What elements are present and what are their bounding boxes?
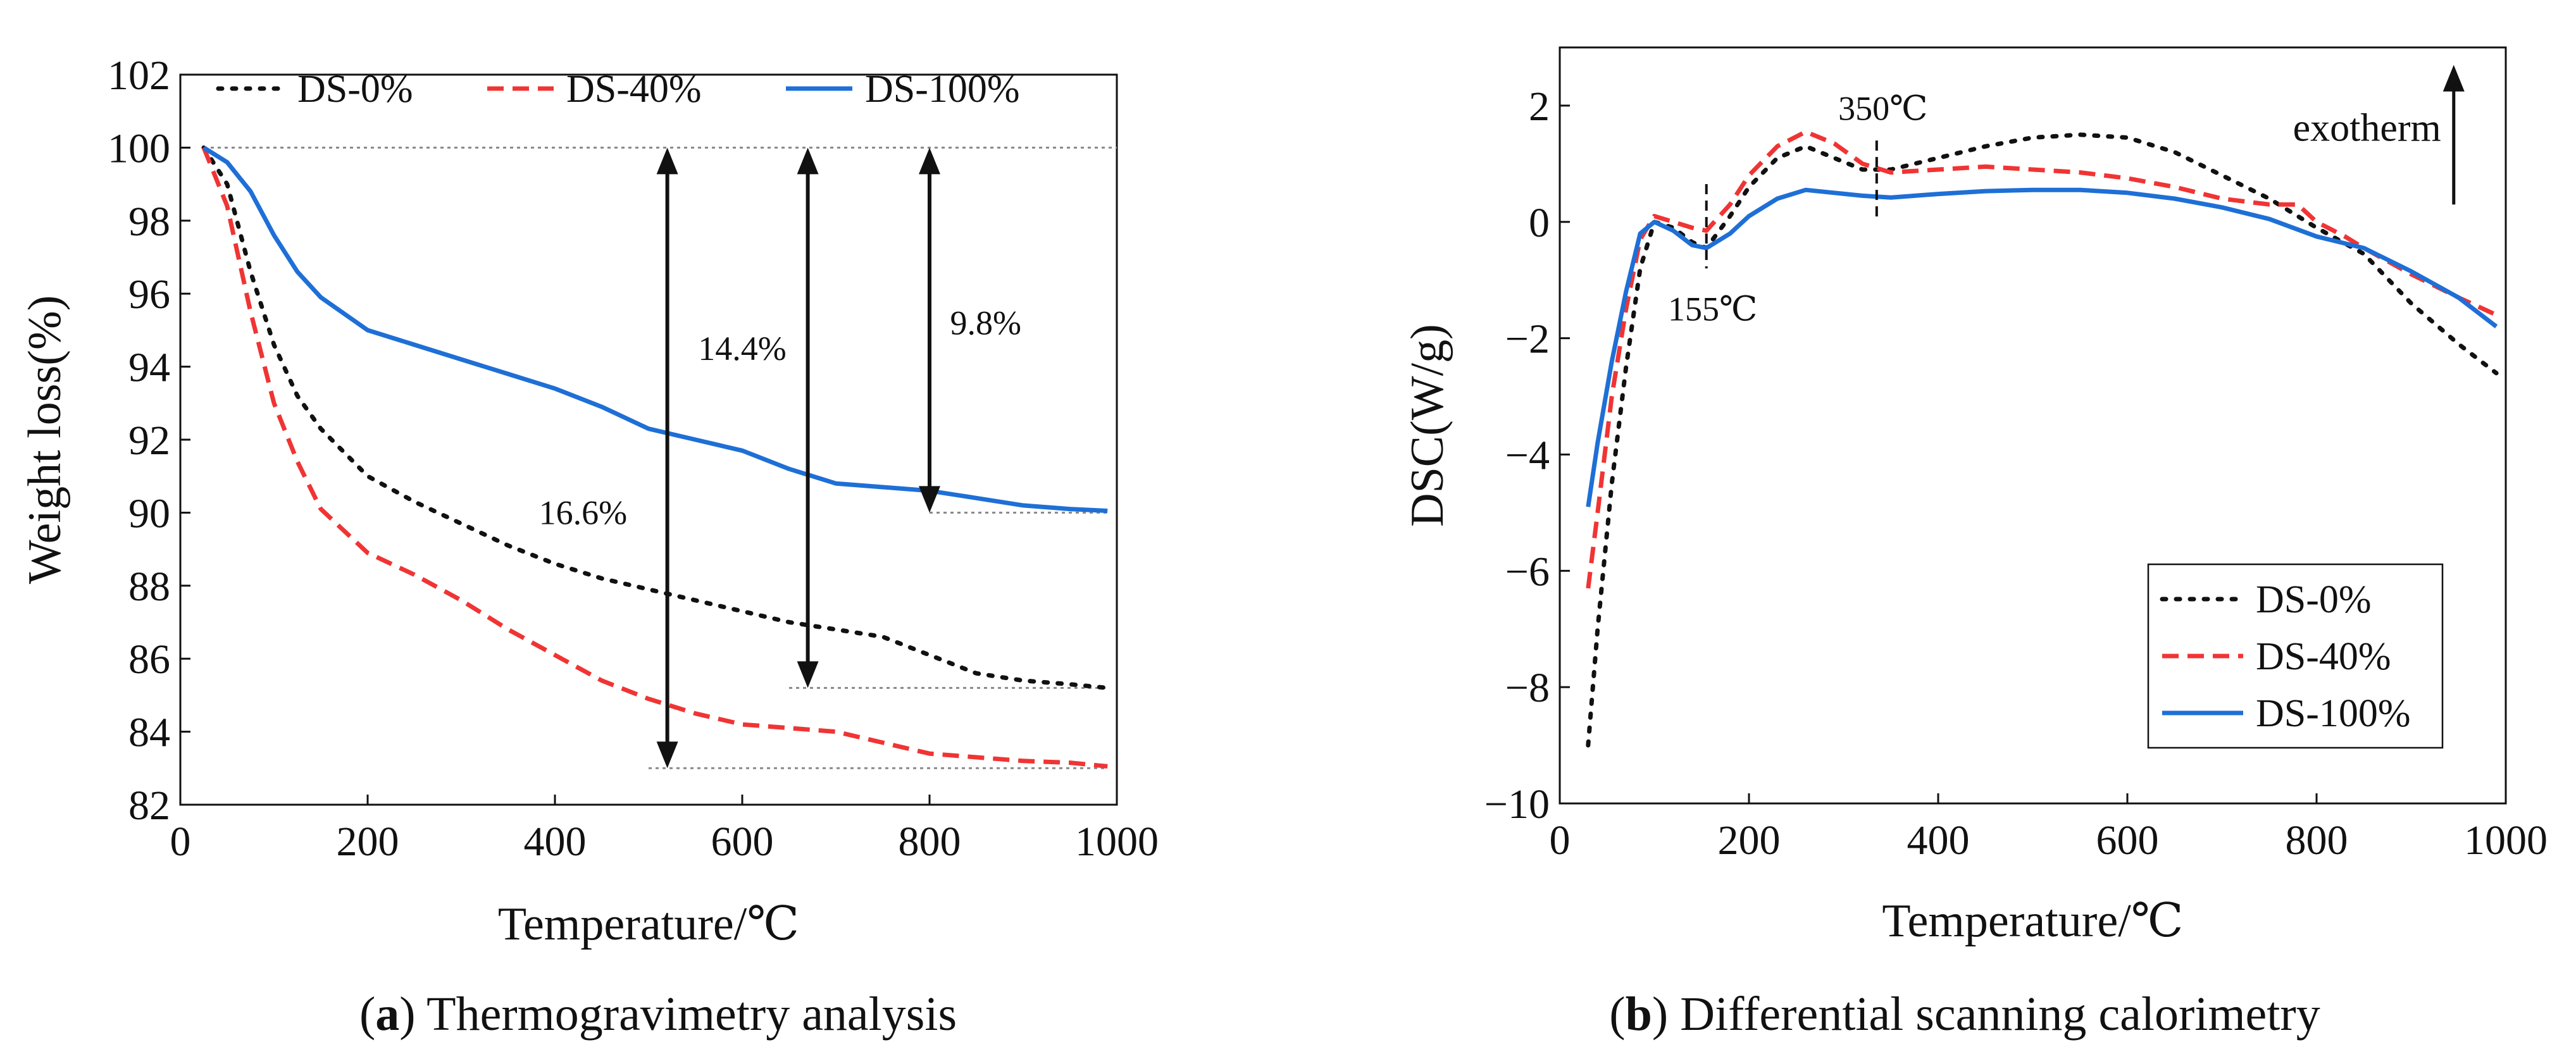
y-tick-label: 90 — [128, 490, 170, 536]
legend-label: DS-100% — [865, 68, 1020, 111]
series-line-ds-40pct — [201, 147, 1108, 769]
series-line-ds-100pct — [202, 146, 1108, 513]
y-tick-label: −8 — [1505, 665, 1550, 711]
arrow-head-down — [656, 741, 678, 769]
y-tick-label: 82 — [128, 783, 170, 829]
x-tick-label: 800 — [899, 819, 961, 865]
legend-label: DS-40% — [566, 68, 702, 111]
tga-chart: 0 200 400 600 800 1000 82 84 86 88 90 92 94 96 98 100 10… — [19, 53, 1159, 950]
y-tick-label: −10 — [1484, 781, 1550, 827]
y-tick-label: 92 — [128, 418, 170, 464]
y-tick-label: −2 — [1505, 316, 1550, 362]
weight-loss-label: 14.4% — [698, 330, 786, 368]
caption-b: (b) Differential scanning calorimetry — [1609, 988, 2320, 1041]
x-tick-label: 200 — [1718, 817, 1781, 864]
caption-a-text: ) Thermogravimetry analysis — [399, 988, 957, 1041]
y-axis-title: DSC(W/g) — [1402, 324, 1453, 527]
caption-a-prefix: ( — [359, 988, 375, 1041]
x-axis-title: Temperature/℃ — [1882, 895, 2183, 947]
y-axis-title: Weight loss(%) — [19, 295, 71, 584]
y-tick-label: 98 — [128, 199, 170, 245]
caption-a-letter: a — [375, 988, 399, 1041]
series-line-ds-40pct — [1586, 129, 2498, 589]
legend-label: DS-40% — [2256, 635, 2391, 678]
plot-frame — [1559, 46, 2507, 805]
arrow-head-up — [797, 147, 819, 175]
y-tick-label: 0 — [1529, 200, 1550, 246]
caption-b-prefix: ( — [1609, 988, 1625, 1041]
legend-label: DS-0% — [2256, 578, 2372, 621]
y-tick-label: −4 — [1505, 432, 1550, 478]
x-tick-label: 0 — [1550, 817, 1571, 864]
x-tick-label: 1000 — [2464, 817, 2548, 864]
legend-label: DS-0% — [297, 68, 413, 111]
temperature-marker-label: 350℃ — [1838, 90, 1927, 128]
x-tick-label: 200 — [337, 819, 399, 865]
x-tick-label: 0 — [170, 819, 191, 865]
y-tick-label: 88 — [128, 564, 170, 610]
x-tick-label: 800 — [2286, 817, 2348, 864]
y-tick-label: −6 — [1505, 548, 1550, 595]
arrow-head-down — [919, 486, 940, 513]
y-tick-label: 94 — [128, 345, 170, 391]
arrow-head-up — [919, 147, 940, 175]
temperature-marker-label: 155℃ — [1668, 290, 1757, 328]
y-tick-label: 102 — [108, 53, 170, 99]
caption-b-letter: b — [1626, 988, 1652, 1041]
series-line-ds-100pct — [1586, 187, 2498, 507]
exotherm-label: exotherm — [2293, 107, 2441, 150]
x-tick-label: 400 — [1907, 817, 1970, 864]
exotherm-arrow-head — [2442, 65, 2465, 92]
y-tick-label: 84 — [128, 710, 170, 756]
y-tick-label: 100 — [108, 125, 170, 171]
weight-loss-label: 16.6% — [539, 493, 627, 531]
x-tick-label: 600 — [711, 819, 774, 865]
caption-a: (a) Thermogravimetry analysis — [359, 988, 957, 1041]
y-tick-label: 2 — [1529, 84, 1550, 130]
x-tick-label: 400 — [524, 819, 587, 865]
arrow-head-down — [797, 661, 819, 688]
y-tick-label: 86 — [128, 636, 170, 683]
weight-loss-label: 9.8% — [950, 304, 1021, 342]
x-tick-label: 1000 — [1075, 819, 1159, 865]
arrow-head-up — [656, 147, 678, 175]
series-line-ds-0pct — [1586, 132, 2499, 748]
dsc-chart: 0 200 400 600 800 1000 −10 −8 −6 −4 −2 0 2 155℃ 350℃ ex… — [1402, 46, 2548, 947]
x-axis-title: Temperature/℃ — [498, 898, 799, 950]
legend-label: DS-100% — [2256, 692, 2411, 735]
y-tick-label: 96 — [128, 271, 170, 318]
x-tick-label: 600 — [2096, 817, 2159, 864]
caption-b-text: ) Differential scanning calorimetry — [1652, 988, 2320, 1041]
series-line-ds-0pct — [201, 145, 1110, 690]
